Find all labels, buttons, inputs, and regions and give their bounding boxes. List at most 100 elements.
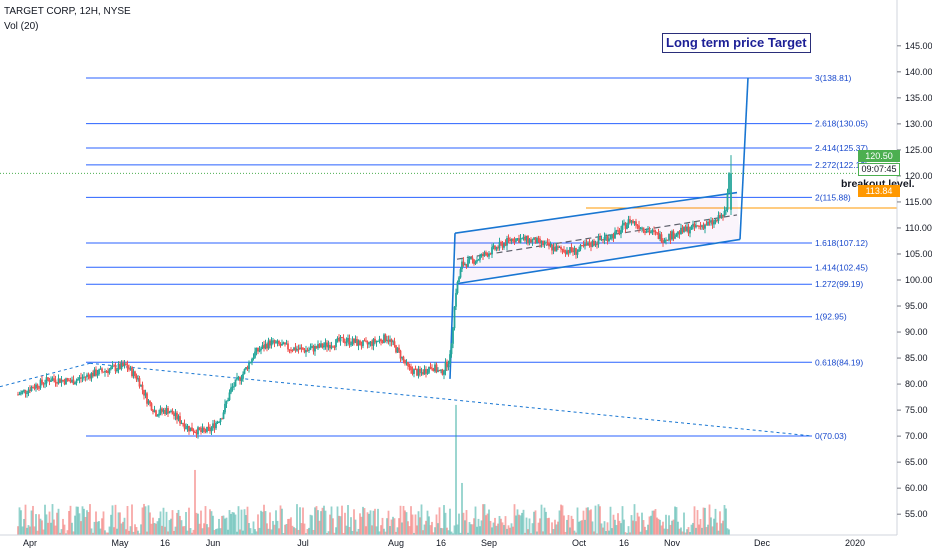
candle-body [599, 236, 601, 240]
volume-bar [306, 529, 309, 535]
volume-bar [156, 521, 159, 535]
volume-bar [719, 511, 721, 535]
candle-body [702, 225, 705, 229]
volume-bar [206, 524, 208, 535]
candle-body [350, 344, 352, 346]
volume-bar [716, 522, 718, 535]
candle-body [303, 349, 306, 353]
candle-body [638, 225, 640, 229]
volume-bar [513, 504, 516, 535]
candle-body [495, 247, 498, 250]
candle-body [428, 367, 430, 373]
candle-body [335, 339, 337, 347]
candle-body [272, 340, 274, 342]
volume-bar [365, 526, 367, 535]
candle-body [603, 237, 606, 241]
volume-bar [486, 513, 489, 535]
channel-midline [456, 214, 738, 260]
volume-bar [350, 517, 352, 535]
candle-body [423, 369, 426, 375]
target-annotation[interactable]: Long term price Target [662, 33, 811, 53]
volume-bar [593, 531, 595, 535]
volume-bar [228, 510, 231, 535]
candle-body [531, 239, 534, 243]
volume-bar [518, 514, 520, 535]
y-tick-label: 110.00 [905, 223, 932, 233]
candle-body [306, 350, 309, 352]
fib-label: 1.414(102.45) [815, 262, 868, 272]
price-axis[interactable]: 55.00 60.00 65.00 70.00 75.00 80.00 85.00 90.00… [896, 0, 932, 550]
candle-body [227, 400, 229, 402]
volume-bar [509, 527, 511, 535]
candle-body [101, 368, 103, 372]
volume-bar [188, 507, 190, 535]
candle-body [120, 362, 123, 370]
volume-bar [57, 508, 60, 535]
volume-bar [32, 505, 34, 535]
candle-body [122, 362, 124, 367]
candle-body [501, 243, 504, 248]
candle-body [456, 281, 459, 294]
volume-bar [249, 528, 252, 535]
volume-bar [492, 522, 495, 535]
candle-body [138, 378, 141, 387]
candle-body [455, 293, 457, 307]
volume-bar [18, 507, 21, 535]
volume-bar [503, 525, 505, 535]
volume-bar [624, 532, 627, 535]
candle-body [192, 430, 195, 432]
candle-body [324, 342, 327, 346]
time-axis[interactable]: Apr May 16 Jun Jul Aug 16 Sep Oct 16 Nov Dec 2020 [0, 534, 897, 548]
volume-indicator-label[interactable]: Vol (20) [4, 21, 39, 32]
volume-bar [545, 511, 547, 535]
candle-body [245, 367, 247, 370]
candle-body [713, 221, 715, 225]
volume-bars [17, 404, 730, 535]
volume-bar [722, 520, 724, 535]
candle-body [528, 239, 531, 244]
volume-bar [116, 528, 118, 535]
volume-bar [497, 523, 499, 535]
candle-body [222, 412, 225, 419]
volume-bar [677, 521, 679, 535]
candle-body [560, 246, 562, 250]
candle-body [437, 370, 439, 372]
candle-body [396, 347, 399, 353]
volume-bar [473, 518, 475, 535]
volume-bar [555, 524, 558, 535]
candle-body [341, 337, 343, 339]
candle-body [416, 369, 418, 376]
trendline-dashed [89, 362, 813, 437]
candle-body [344, 342, 346, 344]
candle-body [644, 230, 646, 233]
volume-bar [485, 515, 487, 535]
volume-bar [308, 527, 310, 535]
volume-bar [702, 507, 705, 535]
volume-bar [413, 532, 415, 535]
candle-body [585, 243, 588, 246]
volume-bar [89, 504, 91, 535]
x-tick-label: Apr [23, 538, 37, 548]
volume-bar [563, 515, 565, 535]
volume-bar [606, 522, 609, 535]
volume-bar [714, 508, 717, 535]
candle-body [525, 235, 528, 241]
candle-body [476, 259, 478, 262]
volume-bar [465, 510, 468, 535]
candle-body [444, 361, 447, 372]
candle-body [204, 429, 207, 432]
volume-bar [468, 522, 471, 535]
volume-bar [135, 527, 138, 535]
volume-bar [69, 505, 72, 535]
volume-bar [458, 513, 460, 535]
candle-body [401, 356, 403, 359]
y-tick-label: 85.00 [905, 353, 928, 363]
volume-bar [117, 512, 120, 535]
volume-bar [230, 513, 232, 535]
candle-body [30, 387, 33, 391]
candle-body [264, 344, 267, 349]
candle-body [210, 427, 213, 432]
candle-body [405, 361, 408, 364]
volume-bar [636, 512, 639, 535]
